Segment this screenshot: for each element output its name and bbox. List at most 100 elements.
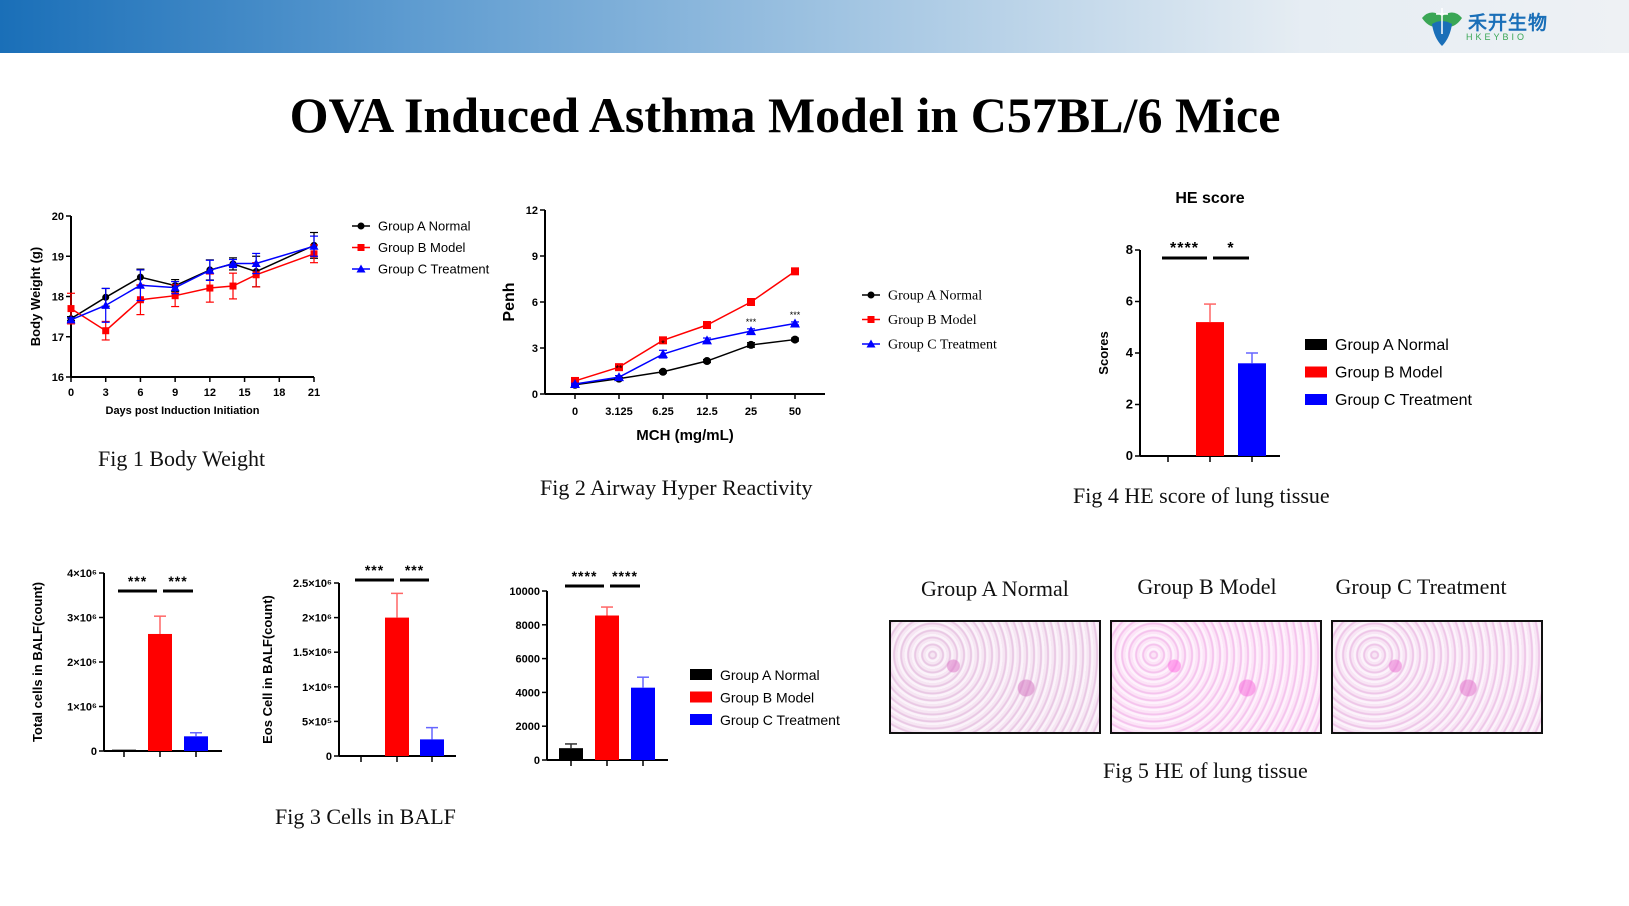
y-axis-label: Scores <box>1096 331 1111 374</box>
series-circle <box>571 335 799 389</box>
marker-circle <box>252 268 260 276</box>
marker-square <box>252 271 260 279</box>
y-tick-label: 0 <box>326 751 332 763</box>
significance-label: *** <box>405 562 424 578</box>
fig1-chart: 16 17 18 19 20 Body Weight (g) 0 3 6 9 12 15 18 21 Day… <box>28 211 490 417</box>
fig4-caption: Fig 4 HE score of lung tissue <box>1073 483 1330 508</box>
fig5-label-group-c: Group C Treatment <box>1335 574 1507 599</box>
bar-group-b <box>1196 322 1224 456</box>
x-tick-label: 0 <box>68 387 74 399</box>
bar-group-a <box>559 748 583 760</box>
x-tick-label: 3 <box>103 387 109 399</box>
marker-triangle <box>702 335 712 345</box>
chart-title: HE score <box>1175 190 1244 207</box>
marker-triangle <box>658 349 668 359</box>
series-line <box>574 270 796 382</box>
marker-square <box>615 363 623 372</box>
significance-label: **** <box>612 568 638 584</box>
fig2-chart: 0 3 6 9 12 Penh 0 3.125 6.25 12.5 25 50 MCH (mg/mL) G… <box>501 205 997 444</box>
y-tick-label: 3×10⁶ <box>67 613 97 625</box>
marker-circle <box>357 222 365 230</box>
series-line <box>574 322 796 385</box>
y-tick-label: 12 <box>526 205 538 217</box>
marker-square <box>310 250 318 258</box>
y-tick-label: 1.5×10⁶ <box>293 647 332 659</box>
marker-circle <box>867 291 875 299</box>
series-circle <box>67 231 318 323</box>
marker-circle <box>206 266 214 274</box>
fig3a-chart: 0 1×10⁶ 2×10⁶ 3×10⁶ 4×10⁶ Total cells in BALF… <box>30 568 222 758</box>
y-tick-label: 0 <box>532 389 538 401</box>
marker-triangle <box>746 326 756 336</box>
bar-group-c <box>420 739 444 756</box>
legend-label: Group A Normal <box>888 289 982 304</box>
marker-square <box>747 298 755 306</box>
marker-square <box>136 296 144 304</box>
legend-swatch <box>1305 339 1327 350</box>
logo: 禾开生物 HKEYBIO <box>1420 4 1620 48</box>
fig5-label-group-b: Group B Model <box>1137 574 1277 599</box>
legend-label: Group B Model <box>720 690 814 706</box>
y-tick-label: 16 <box>52 372 64 384</box>
series-square <box>67 244 318 341</box>
y-tick-label: 4×10⁶ <box>67 568 97 580</box>
legend-swatch <box>690 691 712 703</box>
y-axis-label: Total cells in BALF(count) <box>30 582 45 742</box>
fig2-caption: Fig 2 Airway Hyper Reactivity <box>540 475 813 500</box>
legend-label: Group B Model <box>378 240 466 255</box>
marker-triangle <box>790 318 800 328</box>
series-square <box>571 267 799 385</box>
marker-circle <box>310 241 318 249</box>
legend-swatch <box>1305 366 1327 378</box>
series-line <box>70 244 315 320</box>
marker-triangle <box>866 339 876 348</box>
marker-square <box>171 292 179 300</box>
marker-square <box>102 327 110 335</box>
y-axis-label: Eos Cell in BALF(count) <box>260 595 275 744</box>
series-line <box>70 253 315 332</box>
marker-triangle <box>309 241 319 250</box>
y-tick-label: 0 <box>1126 448 1133 463</box>
y-tick-label: 18 <box>52 292 64 304</box>
logo-chinese-text: 禾开生物 <box>1468 12 1549 34</box>
marker-square <box>703 321 711 329</box>
y-tick-label: 0 <box>91 746 97 758</box>
marker-circle <box>703 357 711 366</box>
bar-group-b <box>148 633 172 751</box>
x-tick-label: 6.25 <box>652 406 673 418</box>
legend-label: Group A Normal <box>378 219 471 234</box>
marker-square <box>229 282 237 290</box>
series-triangle <box>66 235 319 324</box>
marker-circle <box>791 335 799 344</box>
y-tick-label: 2×10⁶ <box>67 657 97 669</box>
fig5-label-group-a: Group A Normal <box>921 576 1069 601</box>
y-tick-label: 8 <box>1126 242 1133 257</box>
y-axis-label: Penh <box>501 282 518 321</box>
legend-label: Group C Treatment <box>378 262 490 277</box>
marker-triangle <box>228 258 238 267</box>
legend-swatch <box>690 714 712 725</box>
y-tick-label: 0 <box>534 755 540 767</box>
y-tick-label: 3 <box>532 343 538 355</box>
marker-triangle <box>570 379 580 389</box>
marker-triangle <box>251 258 261 267</box>
bar-group-c <box>631 687 655 760</box>
series-line <box>574 338 796 386</box>
marker-circle <box>102 293 110 301</box>
x-tick-label: 15 <box>238 387 250 399</box>
y-tick-label: 1×10⁶ <box>67 702 97 714</box>
x-tick-label: 3.125 <box>605 406 633 418</box>
y-tick-label: 6 <box>1126 294 1133 309</box>
bar-group-a <box>112 749 136 751</box>
legend-label: Group B Model <box>1335 365 1443 382</box>
fig1-caption: Fig 1 Body Weight <box>98 446 266 471</box>
significance-label: *** <box>128 573 147 589</box>
y-tick-label: 19 <box>52 251 64 263</box>
series-line <box>70 245 315 321</box>
bar-group-b <box>385 617 409 756</box>
marker-circle <box>67 315 75 323</box>
y-tick-label: 17 <box>52 332 64 344</box>
marker-square <box>659 336 667 345</box>
